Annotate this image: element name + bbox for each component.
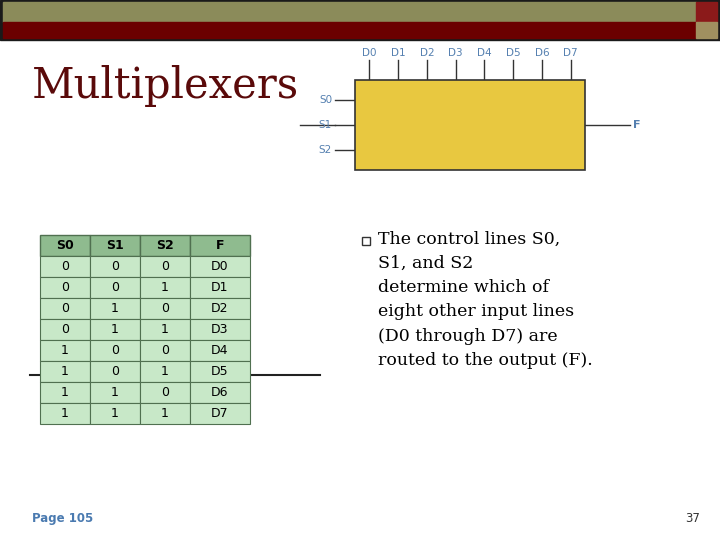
Text: D0: D0: [362, 48, 377, 58]
Text: D3: D3: [211, 323, 229, 336]
Bar: [140, 403, 190, 424]
Bar: [190, 403, 250, 424]
Text: 0: 0: [61, 260, 69, 273]
Bar: [3, 22, 696, 38]
Bar: [90, 382, 140, 403]
Text: 1: 1: [161, 365, 169, 378]
Text: 1: 1: [161, 323, 169, 336]
Bar: [190, 382, 250, 403]
Bar: [140, 256, 190, 277]
Bar: [190, 256, 250, 277]
Text: D6: D6: [534, 48, 549, 58]
Text: D6: D6: [211, 386, 229, 399]
Bar: [40, 256, 90, 277]
Text: 1: 1: [61, 344, 69, 357]
Text: 0: 0: [61, 302, 69, 315]
Text: D5: D5: [506, 48, 521, 58]
Text: D3: D3: [449, 48, 463, 58]
Text: The control lines S0,
S1, and S2
determine which of
eight other input lines
(D0 : The control lines S0, S1, and S2 determi…: [378, 231, 593, 369]
Bar: [140, 382, 190, 403]
Text: 1: 1: [161, 407, 169, 420]
Bar: [0, 0, 720, 40]
Bar: [40, 298, 90, 319]
Bar: [40, 403, 90, 424]
Bar: [696, 2, 717, 22]
Bar: [190, 361, 250, 382]
Text: 0: 0: [61, 281, 69, 294]
Bar: [3, 2, 696, 22]
Text: 0: 0: [161, 386, 169, 399]
Text: D2: D2: [420, 48, 434, 58]
Bar: [90, 340, 140, 361]
Bar: [90, 256, 140, 277]
Bar: [90, 361, 140, 382]
Text: 0: 0: [111, 344, 119, 357]
Bar: [696, 22, 717, 38]
Text: D1: D1: [391, 48, 405, 58]
Text: 1: 1: [111, 407, 119, 420]
Text: D7: D7: [211, 407, 229, 420]
Bar: [90, 403, 140, 424]
Text: 37: 37: [685, 512, 700, 525]
Text: D4: D4: [211, 344, 229, 357]
Text: S0: S0: [56, 239, 74, 252]
Bar: [190, 319, 250, 340]
Bar: [140, 277, 190, 298]
Text: 1: 1: [161, 281, 169, 294]
Text: S0: S0: [319, 95, 332, 105]
Text: S2: S2: [156, 239, 174, 252]
Bar: [40, 382, 90, 403]
Bar: [90, 277, 140, 298]
Bar: [40, 340, 90, 361]
Text: 0: 0: [161, 344, 169, 357]
Bar: [190, 235, 250, 256]
Bar: [40, 319, 90, 340]
Text: 1: 1: [111, 323, 119, 336]
Text: F: F: [633, 120, 641, 130]
Text: D5: D5: [211, 365, 229, 378]
Bar: [140, 319, 190, 340]
Bar: [190, 340, 250, 361]
Bar: [140, 340, 190, 361]
Bar: [140, 298, 190, 319]
Bar: [355, 80, 585, 170]
Bar: [90, 235, 140, 256]
Bar: [90, 298, 140, 319]
Text: 0: 0: [111, 281, 119, 294]
Text: 0: 0: [161, 302, 169, 315]
Bar: [190, 298, 250, 319]
Text: D1: D1: [211, 281, 229, 294]
Text: S1: S1: [319, 120, 332, 130]
Bar: [40, 361, 90, 382]
Bar: [90, 319, 140, 340]
Text: D2: D2: [211, 302, 229, 315]
Text: Multiplexers: Multiplexers: [32, 65, 299, 107]
Text: 1: 1: [61, 365, 69, 378]
Text: S2: S2: [319, 145, 332, 155]
Text: 0: 0: [61, 323, 69, 336]
Bar: [362, 237, 370, 245]
Text: D4: D4: [477, 48, 492, 58]
Text: 1: 1: [61, 407, 69, 420]
Text: 1: 1: [61, 386, 69, 399]
Text: 1: 1: [111, 302, 119, 315]
Text: 1: 1: [111, 386, 119, 399]
Text: F: F: [216, 239, 224, 252]
Text: Page 105: Page 105: [32, 512, 94, 525]
Bar: [140, 361, 190, 382]
Text: 0: 0: [161, 260, 169, 273]
Text: 0: 0: [111, 260, 119, 273]
Bar: [190, 277, 250, 298]
Text: D0: D0: [211, 260, 229, 273]
Text: S1: S1: [106, 239, 124, 252]
Bar: [40, 235, 90, 256]
Text: 0: 0: [111, 365, 119, 378]
Text: D7: D7: [563, 48, 578, 58]
Bar: [140, 235, 190, 256]
Bar: [40, 277, 90, 298]
